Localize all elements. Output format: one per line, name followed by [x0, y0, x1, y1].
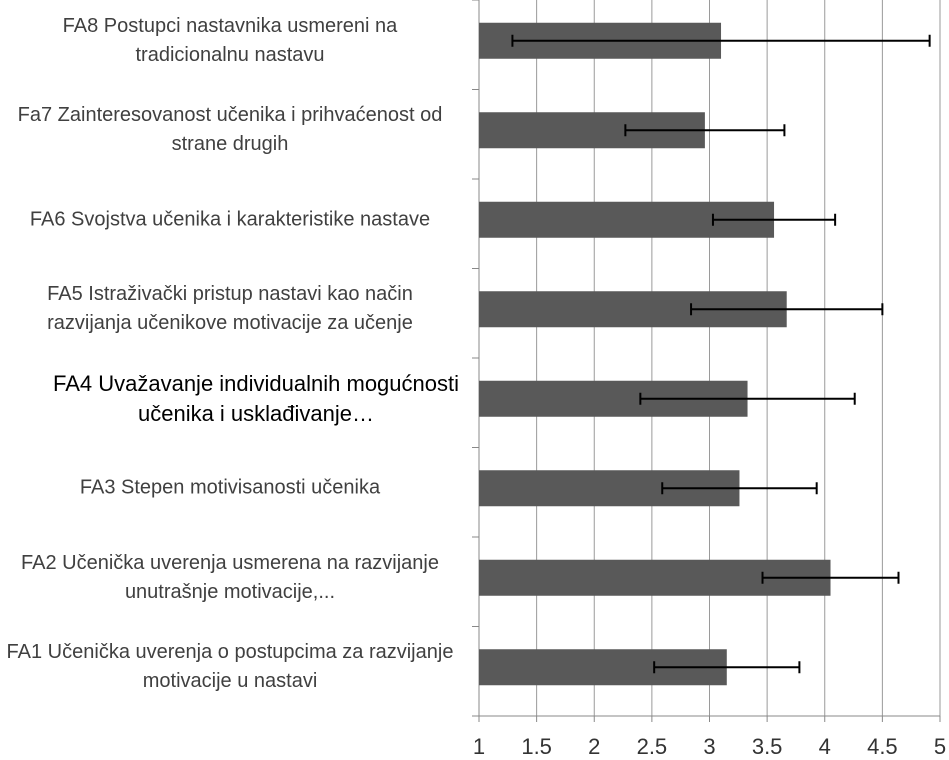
error-bar [690, 303, 884, 316]
x-tick-label: 4.5 [867, 734, 898, 759]
error-bar [624, 124, 786, 137]
y-tick-label: FA1 Učenička uverenja o postupcima za ra… [6, 641, 454, 693]
y-tick-label: FA3 Stepen motivisanosti učenika [79, 476, 381, 499]
x-tick-label: 1.5 [521, 734, 552, 759]
x-tick-label: 5 [934, 734, 946, 759]
error-bar [711, 213, 837, 226]
error-bar [761, 571, 900, 584]
error-bar [661, 482, 818, 495]
y-tick-label: FA4 Uvažavanje individualnih mogućnosti … [52, 370, 459, 426]
x-tick-label: 2.5 [637, 734, 668, 759]
y-tick-label: Fa7 Zainteresovanost učenika i prihvaćen… [17, 104, 443, 156]
error-bar [511, 34, 931, 47]
x-tick-label: 3.5 [752, 734, 783, 759]
x-tick-label: 4 [819, 734, 831, 759]
x-tick-label: 2 [588, 734, 600, 759]
y-tick-label: FA5 Istraživački pristup nastavi kao nač… [47, 283, 413, 335]
y-tick-label: FA8 Postupci nastavnika usmereni na trad… [62, 14, 398, 66]
x-tick-label: 1 [473, 734, 485, 759]
error-bar [639, 392, 856, 405]
error-bar [653, 661, 801, 674]
x-tick-label: 3 [703, 734, 715, 759]
y-tick-label: FA2 Učenička uverenja usmerena na razvij… [21, 551, 439, 603]
y-tick-label: FA6 Svojstva učenika i karakteristike na… [29, 208, 431, 231]
